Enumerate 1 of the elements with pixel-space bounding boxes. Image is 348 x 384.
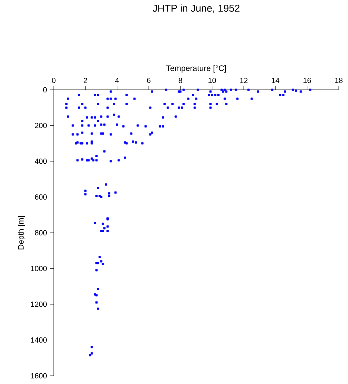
chart-title: JHTP in June, 1952 (152, 4, 240, 14)
